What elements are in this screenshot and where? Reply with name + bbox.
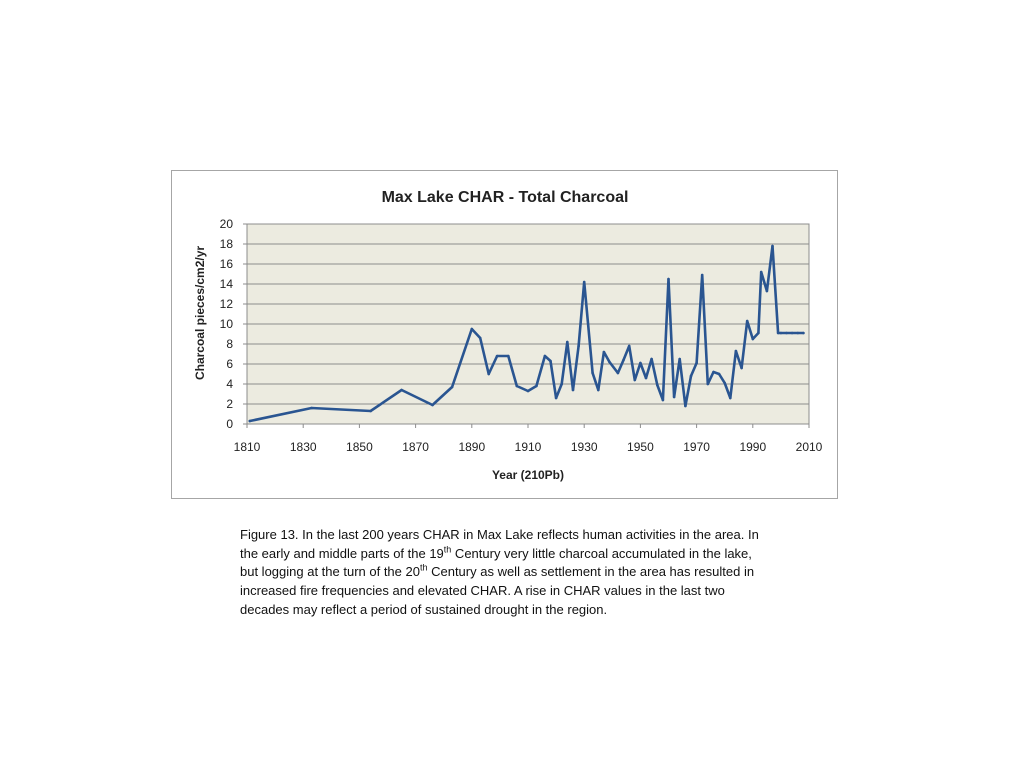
data-point (745, 319, 749, 323)
data-point (602, 350, 606, 354)
data-point (765, 289, 769, 293)
caption-text-2: Century very little charcoal accumulated… (240, 545, 752, 580)
data-point (644, 376, 648, 380)
caption-text-3: Century as well as settlement in the are… (240, 564, 755, 617)
data-point (495, 354, 499, 358)
x-tick-label: 1930 (571, 440, 598, 454)
y-tick-label: 10 (220, 317, 234, 331)
x-tick-label: 2010 (796, 440, 823, 454)
data-point (582, 280, 586, 284)
x-tick-label: 1830 (290, 440, 317, 454)
data-point (470, 327, 474, 331)
data-point (650, 357, 653, 361)
x-axis-ticks: 1810 1830 1850 1870 1890 1910 1930 1950 1970 1990… (234, 424, 823, 454)
data-point (487, 372, 491, 376)
series-layer (248, 244, 805, 423)
y-axis-ticks: 0 2 4 6 8 10 12 14 16 18 20 (220, 217, 247, 431)
data-point (627, 344, 631, 348)
chart-area: Max Lake CHAR - Total Charcoal 0 2 4 6 8 10 12… (171, 170, 838, 499)
data-point (759, 270, 763, 274)
data-point (672, 395, 676, 399)
y-tick-label: 2 (226, 397, 233, 411)
x-tick-label: 1910 (515, 440, 542, 454)
caption-sup-1: th (443, 544, 452, 555)
data-point (757, 331, 760, 335)
data-point (723, 381, 726, 385)
x-tick-label: 1990 (739, 440, 766, 454)
y-tick-label: 6 (226, 357, 233, 371)
y-tick-label: 8 (226, 337, 233, 351)
data-point (802, 331, 805, 335)
data-point (717, 372, 721, 376)
data-point (785, 331, 788, 335)
y-axis-title: Charcoal pieces/cm2/yr (193, 246, 207, 380)
data-point (507, 354, 510, 358)
data-point (450, 385, 454, 389)
data-point (667, 277, 670, 281)
x-tick-label: 1810 (234, 440, 261, 454)
data-point (608, 360, 611, 364)
data-point (695, 361, 698, 365)
data-point (535, 384, 538, 388)
data-point (526, 389, 530, 393)
data-point (554, 396, 558, 400)
data-point (431, 403, 434, 407)
data-point (712, 370, 715, 374)
data-point (515, 384, 519, 388)
data-point (729, 396, 732, 400)
data-point (776, 331, 780, 335)
data-point (478, 336, 482, 340)
y-tick-label: 14 (220, 277, 234, 291)
data-point (622, 358, 625, 362)
y-tick-label: 4 (226, 377, 233, 391)
data-point (566, 340, 569, 344)
data-point (639, 361, 642, 365)
data-point (543, 354, 547, 358)
line-chart: Max Lake CHAR - Total Charcoal 0 2 4 6 8 10 12… (193, 189, 823, 482)
data-point (661, 398, 665, 402)
data-point (779, 331, 783, 335)
x-tick-label: 1950 (627, 440, 654, 454)
data-point (706, 382, 710, 386)
data-point (400, 388, 403, 392)
data-point (656, 383, 659, 387)
x-tick-label: 1890 (458, 440, 485, 454)
data-point (771, 244, 774, 248)
data-point (310, 406, 313, 410)
y-tick-label: 12 (220, 297, 234, 311)
data-point (684, 404, 687, 408)
y-tick-label: 18 (220, 237, 234, 251)
data-point (678, 357, 681, 361)
caption-text-1: Figure 13. In the last 200 years CHAR in… (240, 527, 759, 561)
gridlines (247, 223, 809, 425)
x-tick-label: 1870 (402, 440, 429, 454)
figure-caption: Figure 13. In the last 200 years CHAR in… (240, 526, 770, 620)
data-point (248, 419, 252, 423)
data-point (689, 374, 693, 378)
data-point (740, 366, 743, 370)
x-tick-label: 1850 (346, 440, 373, 454)
data-point (751, 337, 755, 341)
data-point (700, 273, 704, 277)
x-tick-label: 1970 (683, 440, 710, 454)
data-point (549, 359, 552, 363)
y-tick-label: 0 (226, 417, 233, 431)
data-point (734, 349, 738, 353)
data-point (633, 378, 637, 382)
data-point (790, 331, 794, 335)
data-point (796, 331, 800, 335)
chart-title: Max Lake CHAR - Total Charcoal (382, 189, 629, 206)
data-point (597, 388, 600, 392)
data-point (560, 382, 563, 386)
data-point (577, 344, 580, 348)
caption-sup-2: th (419, 563, 428, 574)
y-tick-label: 20 (220, 217, 234, 231)
x-axis-title: Year (210Pb) (492, 468, 564, 482)
data-point (591, 371, 594, 375)
data-point (571, 388, 575, 392)
data-point (616, 371, 620, 375)
data-point (369, 409, 372, 413)
y-tick-label: 16 (220, 257, 234, 271)
